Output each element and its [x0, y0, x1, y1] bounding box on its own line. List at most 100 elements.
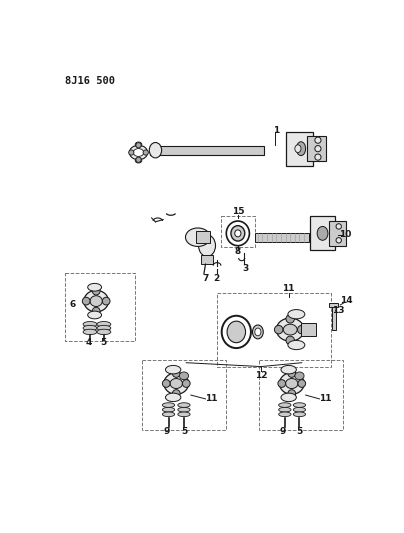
Ellipse shape — [162, 412, 175, 417]
Text: 15: 15 — [231, 207, 244, 216]
Text: 4: 4 — [85, 338, 92, 347]
Ellipse shape — [276, 318, 304, 341]
Ellipse shape — [317, 227, 328, 240]
Ellipse shape — [222, 316, 251, 348]
Bar — [201, 255, 213, 264]
Ellipse shape — [293, 403, 305, 407]
Text: 12: 12 — [255, 370, 267, 379]
Ellipse shape — [90, 296, 102, 306]
Circle shape — [274, 325, 283, 334]
Text: 11: 11 — [205, 394, 217, 403]
Text: 8J16 500: 8J16 500 — [65, 76, 116, 86]
Bar — [255, 232, 309, 242]
Circle shape — [288, 370, 296, 377]
Ellipse shape — [170, 378, 183, 389]
Ellipse shape — [295, 145, 301, 152]
Text: 2: 2 — [213, 274, 219, 284]
Text: 11: 11 — [319, 394, 331, 403]
Circle shape — [278, 379, 286, 387]
Ellipse shape — [279, 407, 291, 412]
Circle shape — [315, 137, 321, 143]
Bar — [221, 216, 255, 247]
Circle shape — [82, 297, 90, 305]
Text: 14: 14 — [340, 296, 353, 305]
Ellipse shape — [227, 321, 246, 343]
Ellipse shape — [135, 142, 142, 147]
Bar — [196, 231, 210, 244]
Ellipse shape — [293, 412, 305, 417]
Ellipse shape — [164, 373, 189, 394]
Text: 6: 6 — [70, 300, 76, 309]
Text: 8: 8 — [235, 247, 241, 256]
Circle shape — [162, 379, 170, 387]
Bar — [329, 221, 346, 246]
Ellipse shape — [288, 310, 305, 319]
Text: 10: 10 — [339, 230, 352, 239]
Circle shape — [297, 325, 306, 334]
Ellipse shape — [235, 230, 241, 237]
Ellipse shape — [179, 372, 189, 379]
Text: 1: 1 — [273, 126, 280, 135]
Bar — [332, 303, 336, 330]
Ellipse shape — [84, 290, 109, 312]
Ellipse shape — [133, 149, 144, 157]
Ellipse shape — [226, 221, 249, 246]
Text: 11: 11 — [282, 284, 295, 293]
Ellipse shape — [279, 403, 291, 407]
Ellipse shape — [178, 403, 190, 407]
Ellipse shape — [297, 142, 305, 156]
Ellipse shape — [283, 324, 297, 335]
Ellipse shape — [286, 378, 298, 389]
Ellipse shape — [178, 407, 190, 412]
Text: 5: 5 — [181, 427, 187, 436]
Circle shape — [93, 287, 100, 295]
Bar — [217, 294, 331, 367]
Ellipse shape — [166, 393, 181, 401]
Ellipse shape — [83, 325, 97, 331]
Ellipse shape — [281, 393, 297, 401]
Ellipse shape — [295, 372, 304, 379]
Circle shape — [93, 308, 100, 315]
Circle shape — [136, 143, 141, 148]
Ellipse shape — [162, 407, 175, 412]
Ellipse shape — [185, 228, 210, 246]
Text: 7: 7 — [202, 273, 209, 282]
Ellipse shape — [88, 284, 101, 291]
Ellipse shape — [288, 341, 305, 350]
Bar — [286, 132, 314, 166]
Text: 9: 9 — [279, 427, 286, 436]
Ellipse shape — [231, 225, 245, 241]
Circle shape — [288, 390, 296, 398]
Circle shape — [298, 379, 305, 387]
Ellipse shape — [293, 407, 305, 412]
Ellipse shape — [135, 158, 142, 163]
Ellipse shape — [129, 146, 148, 160]
Ellipse shape — [280, 373, 304, 394]
Circle shape — [173, 370, 180, 377]
Ellipse shape — [83, 321, 97, 327]
Circle shape — [102, 297, 110, 305]
Bar — [301, 324, 316, 336]
Circle shape — [129, 150, 134, 155]
Ellipse shape — [255, 328, 261, 336]
Bar — [142, 360, 225, 430]
Ellipse shape — [166, 366, 181, 374]
Ellipse shape — [83, 329, 97, 335]
Ellipse shape — [178, 412, 190, 417]
Ellipse shape — [97, 321, 111, 327]
Circle shape — [315, 154, 321, 160]
Ellipse shape — [199, 235, 215, 256]
Text: 13: 13 — [332, 306, 344, 315]
Circle shape — [286, 314, 295, 323]
Circle shape — [173, 390, 180, 398]
Ellipse shape — [88, 311, 101, 319]
Ellipse shape — [97, 329, 111, 335]
Bar — [307, 136, 326, 161]
Ellipse shape — [162, 403, 175, 407]
Circle shape — [336, 224, 341, 229]
Ellipse shape — [279, 412, 291, 417]
Circle shape — [336, 238, 341, 243]
Ellipse shape — [97, 325, 111, 331]
Text: 9: 9 — [164, 427, 170, 436]
Bar — [65, 273, 135, 341]
